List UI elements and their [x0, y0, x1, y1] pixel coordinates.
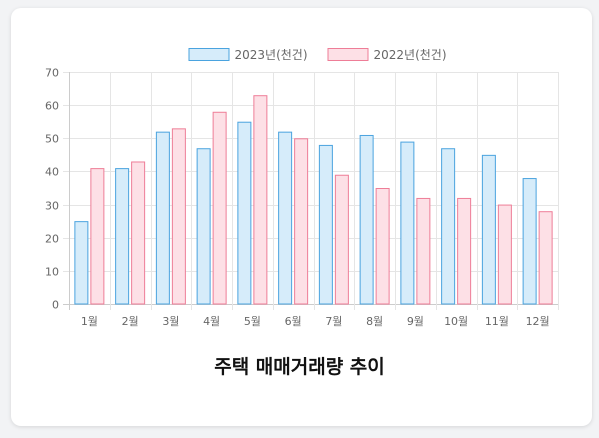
- axis-layer: 0 10 20 30 40 50 60 70 1월 2월 3월 4월 5월 6월 7월 8월 9월 10월 11월 1…: [45, 67, 550, 329]
- y-tick-label: 40: [45, 166, 59, 179]
- y-tick-label: 30: [45, 200, 59, 213]
- bar-series-1[interactable]: [196, 148, 211, 305]
- y-tick-label: 0: [52, 299, 59, 312]
- legend-swatch: [327, 48, 369, 61]
- legend-item-series-1[interactable]: 2023년(천건): [188, 47, 308, 62]
- x-tick-label: 2월: [122, 315, 139, 328]
- bar-layer: [74, 95, 553, 305]
- y-tick-label: 60: [45, 100, 59, 113]
- bar-series-1[interactable]: [155, 131, 170, 305]
- legend-label: 2022년(천건): [374, 47, 447, 62]
- bar-series-1[interactable]: [522, 178, 537, 305]
- bar-series-2[interactable]: [131, 161, 146, 305]
- bar-series-1[interactable]: [237, 121, 252, 305]
- bar-series-2[interactable]: [538, 211, 553, 305]
- legend[interactable]: 2023년(천건) 2022년(천건): [188, 47, 447, 62]
- y-tick-label: 70: [45, 67, 59, 80]
- legend-label: 2023년(천건): [235, 47, 308, 62]
- chart-title: 주택 매매거래량 추이: [214, 356, 385, 378]
- bar-series-2[interactable]: [457, 197, 472, 305]
- bar-series-1[interactable]: [278, 131, 293, 305]
- bar-series-2[interactable]: [171, 128, 186, 305]
- bar-series-2[interactable]: [497, 204, 512, 305]
- x-tick-label: 5월: [244, 315, 261, 328]
- x-tick-label: 4월: [203, 315, 220, 328]
- x-tick-label: 7월: [325, 315, 342, 328]
- bar-series-1[interactable]: [441, 148, 456, 305]
- y-tick-label: 50: [45, 133, 59, 146]
- bar-series-2[interactable]: [253, 95, 268, 305]
- x-tick-label: 3월: [162, 315, 179, 328]
- bar-series-1[interactable]: [74, 221, 89, 305]
- bar-series-2[interactable]: [90, 168, 105, 305]
- bar-series-1[interactable]: [115, 168, 130, 305]
- bar-series-2[interactable]: [212, 111, 227, 305]
- bar-series-2[interactable]: [416, 197, 431, 305]
- y-tick-label: 20: [45, 233, 59, 246]
- y-tick-label: 10: [45, 266, 59, 279]
- x-tick-label: 12월: [526, 315, 550, 328]
- bar-series-1[interactable]: [481, 154, 496, 305]
- legend-item-series-2[interactable]: 2022년(천건): [327, 47, 447, 62]
- bar-series-1[interactable]: [359, 134, 374, 305]
- x-tick-label: 11월: [485, 315, 509, 328]
- bar-series-2[interactable]: [294, 138, 309, 305]
- legend-swatch: [188, 48, 230, 61]
- x-tick-label: 9월: [407, 315, 424, 328]
- x-tick-label: 10월: [444, 315, 468, 328]
- bar-series-1[interactable]: [318, 144, 333, 305]
- bar-series-1[interactable]: [400, 141, 415, 305]
- x-tick-label: 8월: [366, 315, 383, 328]
- grid-layer: [63, 72, 559, 310]
- x-tick-label: 1월: [81, 315, 98, 328]
- x-tick-label: 6월: [285, 315, 302, 328]
- bar-series-2[interactable]: [375, 188, 390, 305]
- bar-series-2[interactable]: [334, 174, 349, 305]
